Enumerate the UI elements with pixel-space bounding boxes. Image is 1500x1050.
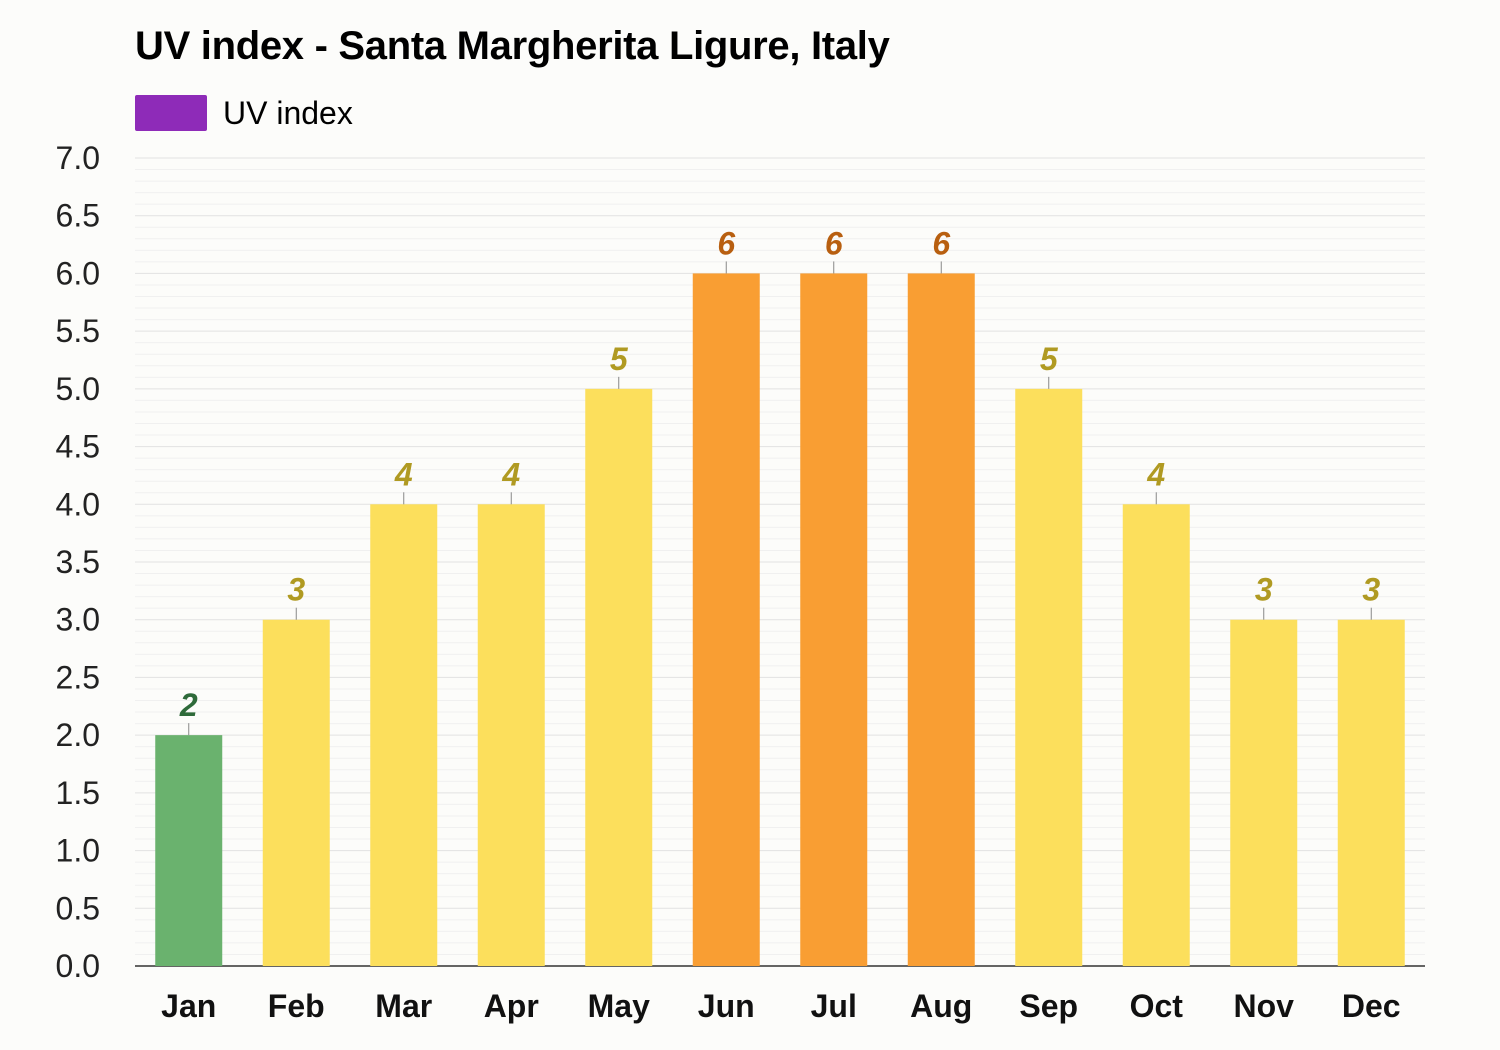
y-tick-label: 1.5 — [56, 775, 100, 811]
data-label: 5 — [1040, 341, 1059, 377]
y-tick-label: 4.0 — [56, 486, 100, 522]
bar-jan — [155, 735, 223, 966]
y-tick-label: 6.0 — [56, 255, 100, 291]
y-tick-label: 5.0 — [56, 371, 100, 407]
data-label: 6 — [932, 225, 950, 261]
data-label: 6 — [825, 225, 843, 261]
x-tick-label: Nov — [1234, 988, 1295, 1024]
data-label: 3 — [287, 572, 305, 608]
data-label: 6 — [717, 225, 735, 261]
y-tick-label: 2.0 — [56, 717, 100, 753]
y-tick-label: 3.0 — [56, 602, 100, 638]
chart-title: UV index - Santa Margherita Ligure, Ital… — [135, 24, 890, 68]
x-tick-label: Dec — [1342, 988, 1401, 1024]
bar-feb — [262, 619, 330, 966]
data-label: 3 — [1255, 572, 1273, 608]
bar-nov — [1230, 619, 1298, 966]
x-tick-label: Mar — [375, 988, 432, 1024]
y-tick-label: 4.5 — [56, 429, 100, 465]
legend-label: UV index — [223, 94, 353, 131]
y-tick-label: 5.5 — [56, 313, 100, 349]
y-tick-label: 1.0 — [56, 833, 100, 869]
x-tick-label: Oct — [1130, 988, 1184, 1024]
x-tick-label: Jun — [698, 988, 755, 1024]
bar-mar — [370, 504, 438, 966]
bar-aug — [907, 273, 975, 966]
data-label: 5 — [610, 341, 629, 377]
bar-sep — [1015, 388, 1083, 966]
y-tick-label: 3.5 — [56, 544, 100, 580]
data-label: 4 — [394, 456, 413, 492]
y-tick-label: 2.5 — [56, 659, 100, 695]
bar-apr — [477, 504, 545, 966]
bar-may — [585, 388, 653, 966]
x-tick-label: Feb — [268, 988, 325, 1024]
x-tick-label: Aug — [910, 988, 972, 1024]
bar-jun — [692, 273, 760, 966]
x-tick-label: Apr — [484, 988, 539, 1024]
data-label: 4 — [501, 456, 520, 492]
x-tick-label: Jan — [161, 988, 216, 1024]
x-tick-label: May — [588, 988, 650, 1024]
x-tick-label: Sep — [1019, 988, 1078, 1024]
data-label: 3 — [1362, 572, 1380, 608]
y-tick-label: 6.5 — [56, 198, 100, 234]
y-tick-label: 7.0 — [56, 140, 100, 176]
data-label: 4 — [1146, 456, 1165, 492]
data-label: 2 — [179, 687, 198, 723]
y-tick-label: 0.0 — [56, 948, 100, 984]
bar-jul — [800, 273, 868, 966]
bar-oct — [1122, 504, 1190, 966]
y-tick-label: 0.5 — [56, 890, 100, 926]
x-tick-label: Jul — [811, 988, 857, 1024]
legend-swatch — [135, 95, 207, 131]
bar-dec — [1337, 619, 1405, 966]
legend: UV index — [135, 95, 353, 131]
